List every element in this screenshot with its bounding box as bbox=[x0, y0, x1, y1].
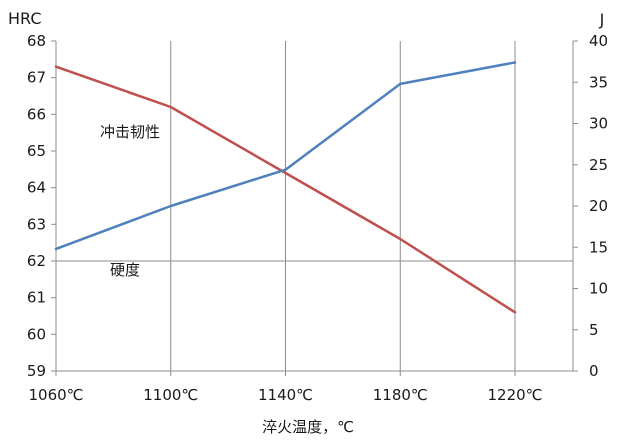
x-tick-label: 1180℃ bbox=[373, 386, 428, 404]
x-tick-label: 1060℃ bbox=[28, 386, 83, 404]
axes bbox=[51, 40, 578, 376]
y-right-tick-label: 40 bbox=[589, 32, 608, 50]
x-axis-title: 淬火温度，℃ bbox=[262, 418, 354, 436]
impact-toughness-line bbox=[54, 61, 517, 251]
x-tick-label: 1220℃ bbox=[487, 386, 542, 404]
x-tick-label: 1100℃ bbox=[143, 386, 198, 404]
y-right-tick-label: 20 bbox=[589, 197, 608, 215]
series-lines bbox=[54, 61, 517, 314]
y-right-tick-label: 25 bbox=[589, 156, 608, 174]
hardness-line bbox=[54, 65, 517, 314]
y-left-unit-label: HRC bbox=[8, 9, 42, 28]
y-left-tick-label: 68 bbox=[27, 32, 46, 50]
y-left-tick-label: 67 bbox=[27, 69, 46, 87]
y-left-tick-label: 60 bbox=[27, 325, 46, 343]
y-right-unit-label: J bbox=[599, 10, 605, 29]
y-right-tick-label: 10 bbox=[589, 280, 608, 298]
tick-labels: 59 60 61 62 63 64 65 66 67 68 0 5 10 15 20 25 30 35 40 1060… bbox=[27, 32, 608, 404]
x-tick-label: 1140℃ bbox=[258, 386, 313, 404]
y-right-tick-label: 5 bbox=[589, 321, 599, 339]
y-right-tick-label: 0 bbox=[589, 362, 599, 380]
y-left-tick-label: 66 bbox=[27, 105, 46, 123]
impact-toughness-series-label: 冲击韧性 bbox=[100, 123, 160, 141]
y-right-tick-label: 35 bbox=[589, 73, 608, 91]
grid bbox=[56, 41, 573, 371]
y-left-tick-label: 61 bbox=[27, 289, 46, 307]
y-right-tick-label: 30 bbox=[589, 115, 608, 133]
y-left-tick-label: 64 bbox=[27, 179, 46, 197]
y-left-tick-label: 65 bbox=[27, 142, 46, 160]
y-right-tick-label: 15 bbox=[589, 238, 608, 256]
hardness-series-label: 硬度 bbox=[110, 261, 140, 279]
y-left-tick-label: 59 bbox=[27, 362, 46, 380]
y-left-tick-label: 63 bbox=[27, 215, 46, 233]
y-left-tick-label: 62 bbox=[27, 252, 46, 270]
